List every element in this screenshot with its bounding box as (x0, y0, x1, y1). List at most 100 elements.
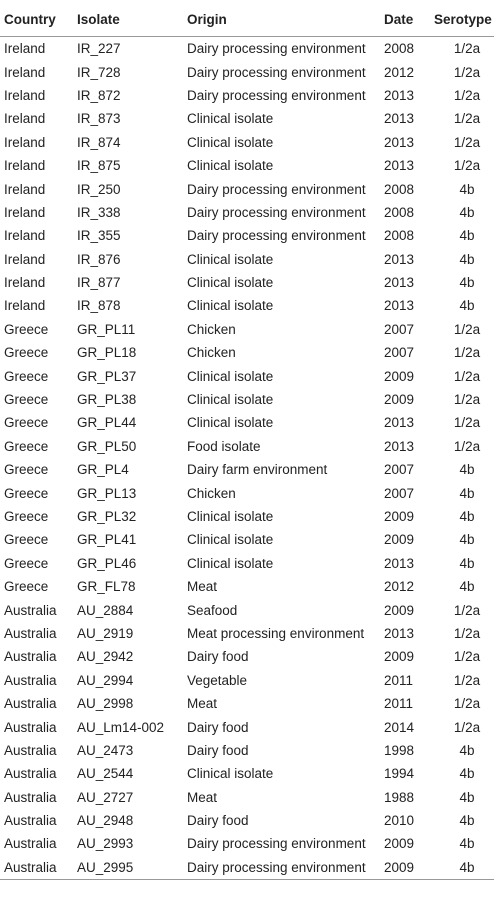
cell-origin: Clinical isolate (187, 368, 274, 384)
table-body: Ireland IR_227 Dairy processing environmen… (0, 37, 494, 881)
cell-serotype: 4b (459, 532, 475, 548)
cell-date: 2009 (384, 392, 415, 408)
cell-origin: Chicken (187, 321, 236, 337)
cell-date: 1998 (384, 742, 415, 758)
cell-country: Ireland (4, 87, 46, 103)
cell-serotype: 4b (459, 485, 475, 501)
cell-isolate: IR_878 (77, 298, 121, 314)
cell-country: Australia (4, 836, 57, 852)
table-row: Greece GR_PL37 Clinical isolate 2009 1/2a (0, 364, 494, 387)
table-row: Australia AU_2998 Meat 2011 1/2a (0, 692, 494, 715)
cell-isolate: AU_2994 (77, 672, 134, 688)
cell-isolate: AU_2473 (77, 742, 134, 758)
cell-origin: Dairy processing environment (187, 87, 366, 103)
cell-serotype: 4b (459, 275, 475, 291)
cell-date: 2007 (384, 345, 415, 361)
cell-date: 2009 (384, 649, 415, 665)
table-row: Greece GR_PL32 Clinical isolate 2009 4b (0, 505, 494, 528)
cell-origin: Meat (187, 789, 218, 805)
cell-isolate: GR_PL41 (77, 532, 137, 548)
cell-isolate: IR_250 (77, 181, 121, 197)
table-row: Ireland IR_355 Dairy processing environmen… (0, 224, 494, 247)
cell-serotype: 1/2a (453, 158, 481, 174)
cell-origin: Meat (187, 696, 218, 712)
table-row: Australia AU_2919 Meat processing environm… (0, 622, 494, 645)
cell-isolate: GR_PL38 (77, 392, 137, 408)
cell-date: 2011 (384, 696, 414, 712)
cell-country: Greece (4, 345, 49, 361)
cell-origin: Seafood (187, 602, 238, 618)
cell-country: Greece (4, 462, 49, 478)
cell-isolate: IR_227 (77, 41, 121, 57)
cell-country: Ireland (4, 275, 46, 291)
isolates-table-container: Country Isolate Origin Date Serotype Ire… (0, 3, 494, 881)
cell-country: Australia (4, 649, 57, 665)
cell-date: 2008 (384, 204, 415, 220)
cell-serotype: 1/2a (453, 415, 481, 431)
cell-isolate: GR_PL4 (77, 462, 129, 478)
cell-origin: Dairy farm environment (187, 462, 328, 478)
cell-isolate: AU_2727 (77, 789, 134, 805)
table-row: Greece GR_PL4 Dairy farm environment 2007 4b (0, 458, 494, 481)
cell-isolate: GR_PL13 (77, 485, 137, 501)
table-row: Ireland IR_877 Clinical isolate 2013 4b (0, 271, 494, 294)
cell-isolate: AU_2948 (77, 813, 134, 829)
cell-date: 2013 (384, 251, 415, 267)
cell-serotype: 4b (459, 462, 475, 478)
cell-isolate: IR_872 (77, 87, 121, 103)
cell-serotype: 1/2a (453, 696, 481, 712)
table-row: Greece GR_FL78 Meat 2012 4b (0, 575, 494, 598)
cell-country: Greece (4, 485, 49, 501)
cell-isolate: GR_PL50 (77, 438, 137, 454)
cell-date: 2008 (384, 41, 415, 57)
cell-country: Greece (4, 555, 49, 571)
cell-country: Ireland (4, 111, 46, 127)
table-row: Australia AU_2473 Dairy food 1998 4b (0, 739, 494, 762)
cell-country: Australia (4, 672, 57, 688)
table-row: Australia AU_2995 Dairy processing environ… (0, 855, 494, 881)
cell-origin: Dairy food (187, 813, 249, 829)
table-row: Ireland IR_872 Dairy processing environmen… (0, 84, 494, 107)
cell-isolate: GR_PL32 (77, 509, 137, 524)
cell-origin: Clinical isolate (187, 275, 274, 291)
cell-date: 2013 (384, 111, 415, 127)
table-row: Greece GR_PL41 Clinical isolate 2009 4b (0, 528, 494, 551)
cell-origin: Clinical isolate (187, 509, 274, 524)
cell-serotype: 4b (459, 509, 475, 524)
cell-serotype: 4b (459, 836, 475, 852)
cell-date: 2014 (384, 719, 415, 735)
cell-serotype: 1/2a (453, 321, 481, 337)
cell-date: 1988 (384, 789, 415, 805)
cell-isolate: GR_FL78 (77, 579, 136, 595)
header-origin: Origin (183, 3, 380, 37)
cell-origin: Dairy food (187, 719, 249, 735)
cell-country: Greece (4, 532, 49, 548)
cell-date: 2008 (384, 181, 415, 197)
cell-serotype: 1/2a (453, 134, 481, 150)
cell-origin: Clinical isolate (187, 111, 274, 127)
cell-serotype: 1/2a (453, 41, 481, 57)
cell-date: 2007 (384, 462, 415, 478)
cell-country: Australia (4, 696, 57, 712)
cell-country: Australia (4, 766, 57, 782)
cell-date: 2009 (384, 368, 415, 384)
cell-origin: Dairy processing environment (187, 204, 366, 220)
cell-serotype: 4b (459, 579, 475, 595)
cell-origin: Clinical isolate (187, 532, 274, 548)
cell-date: 2009 (384, 836, 415, 852)
cell-isolate: IR_875 (77, 158, 121, 174)
cell-serotype: 4b (459, 742, 475, 758)
cell-country: Greece (4, 415, 49, 431)
cell-date: 2013 (384, 555, 415, 571)
header-date: Date (380, 3, 430, 37)
cell-country: Greece (4, 509, 49, 524)
cell-date: 2010 (384, 813, 415, 829)
cell-origin: Food isolate (187, 438, 261, 454)
cell-origin: Dairy food (187, 649, 249, 665)
cell-date: 2011 (384, 672, 414, 688)
cell-country: Ireland (4, 158, 46, 174)
cell-isolate: GR_PL11 (77, 321, 136, 337)
cell-country: Greece (4, 321, 49, 337)
cell-date: 2009 (384, 509, 415, 524)
cell-isolate: IR_728 (77, 64, 121, 80)
